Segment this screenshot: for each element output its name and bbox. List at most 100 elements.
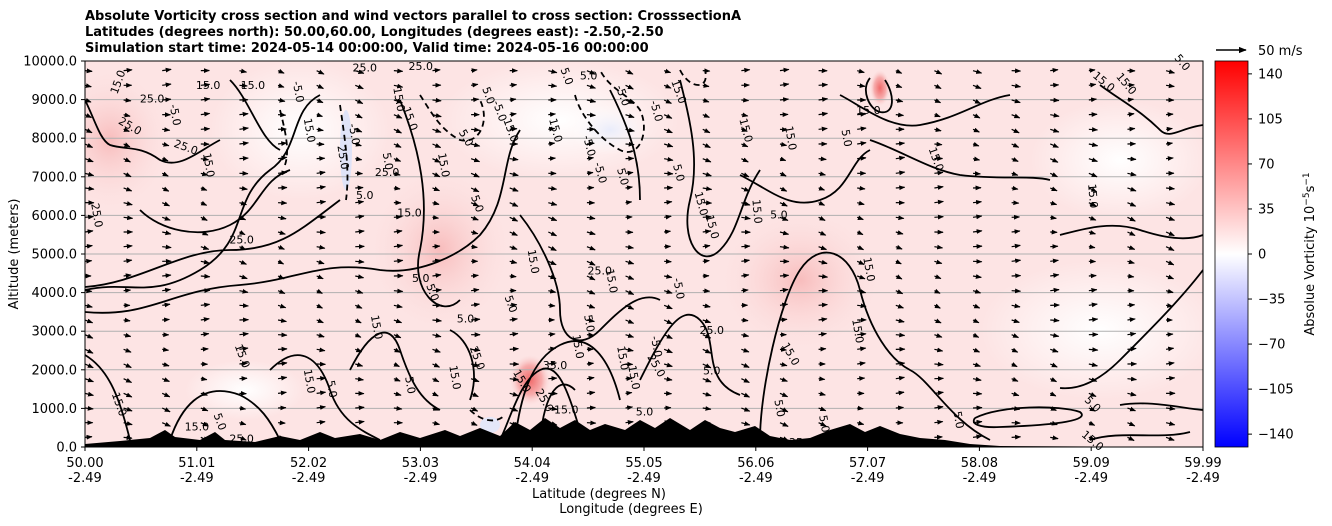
wind-vector xyxy=(586,98,597,104)
wind-vector xyxy=(972,214,983,220)
wind-vector xyxy=(895,375,905,381)
contour-label: 25.0 xyxy=(375,166,400,179)
wind-vector xyxy=(200,82,211,88)
wind-vector xyxy=(1050,258,1059,264)
wind-vector xyxy=(741,363,750,368)
wind-vector xyxy=(200,111,211,117)
wind-vector xyxy=(818,111,829,117)
wind-vector xyxy=(277,435,285,440)
wind-vector xyxy=(471,97,480,103)
contour-label: 15.0 xyxy=(1085,183,1100,209)
wind-vector xyxy=(277,259,285,265)
x-tick-label-lon: -2.49 xyxy=(68,471,102,486)
wind-vector xyxy=(239,215,247,221)
wind-vector xyxy=(702,244,711,249)
contour-label: 15.0 xyxy=(397,206,422,219)
wind-vector xyxy=(1088,435,1096,441)
wind-vector xyxy=(277,230,286,235)
contour-line xyxy=(759,251,991,441)
colorbar-tick-label: 70 xyxy=(1258,157,1275,172)
wind-vector xyxy=(509,421,518,427)
contour-label: 25.0 xyxy=(88,202,105,228)
wind-vector xyxy=(856,260,865,266)
wind-vector xyxy=(741,273,750,279)
wind-vector xyxy=(818,245,828,251)
wind-vector xyxy=(702,172,712,177)
wind-vector xyxy=(548,69,558,74)
wind-vector xyxy=(548,376,558,381)
wind-vector xyxy=(741,127,748,132)
wind-vector xyxy=(625,275,635,280)
wind-vector xyxy=(355,127,363,133)
wind-vector xyxy=(1011,288,1022,294)
wind-vector xyxy=(818,317,828,322)
wind-vector xyxy=(123,317,131,323)
wind-vector xyxy=(625,113,635,119)
wind-vector xyxy=(200,215,208,221)
wind-vector xyxy=(393,362,400,368)
wind-vector xyxy=(895,112,905,118)
wind-vector xyxy=(586,260,596,266)
wind-vector xyxy=(741,392,751,398)
wind-vector xyxy=(934,333,943,338)
wind-vector xyxy=(316,84,324,90)
wind-vector xyxy=(972,113,981,119)
contour-line xyxy=(85,354,131,441)
wind-vector xyxy=(586,435,597,441)
wind-vector xyxy=(1127,406,1137,412)
wind-vector xyxy=(741,172,750,178)
wind-vector xyxy=(355,199,365,205)
wind-vector xyxy=(586,156,595,161)
wind-vector xyxy=(664,420,671,425)
wind-vector xyxy=(85,229,94,235)
wind-vector xyxy=(586,390,596,396)
wind-vectors xyxy=(85,67,1176,442)
colorbar-label: Absolue Vorticity 10−5s−1 xyxy=(1302,172,1318,335)
wind-vector xyxy=(1165,201,1176,206)
x-tick-label-lat: 53.03 xyxy=(402,456,439,471)
wind-vector xyxy=(1050,143,1059,148)
wind-vector xyxy=(1165,346,1175,352)
wind-vector xyxy=(895,170,906,176)
wind-vector xyxy=(1165,274,1175,280)
wind-vector xyxy=(741,112,749,118)
wind-vector xyxy=(85,98,92,103)
wind-vector xyxy=(239,126,249,132)
contour-label: 25.0 xyxy=(229,432,254,445)
wind-vector xyxy=(162,244,172,250)
wind-vector xyxy=(432,273,442,278)
wind-vector xyxy=(1165,303,1174,308)
wind-vector xyxy=(162,287,172,293)
wind-vector xyxy=(857,68,865,74)
wind-vector xyxy=(1088,244,1096,250)
wind-vector xyxy=(316,199,327,205)
contour-label: 15.0 xyxy=(390,86,407,112)
contour-label: 5.0 xyxy=(412,272,430,285)
colorbar-tick-label: −70 xyxy=(1258,338,1285,353)
contour-label: 25.0 xyxy=(353,62,378,75)
wind-vector xyxy=(162,230,172,236)
wind-vector xyxy=(471,347,481,353)
wind-vector xyxy=(277,274,285,280)
wind-vector xyxy=(200,156,210,162)
colorbar-ticks: 140 105 70 35 0 −35 −70 −105 −140 xyxy=(1248,67,1294,443)
wind-vector xyxy=(85,143,94,148)
wind-vector xyxy=(702,348,712,354)
contour-line xyxy=(169,390,281,441)
wind-vector xyxy=(1127,97,1135,103)
wind-vector xyxy=(161,407,171,413)
wind-vector xyxy=(278,112,287,118)
wind-vector xyxy=(857,185,866,191)
wind-vector xyxy=(934,361,944,367)
contour-label: 25.0 xyxy=(789,436,814,449)
wind-vector xyxy=(1088,362,1098,368)
contour-label: 5.0 xyxy=(771,399,787,418)
y-tick-label: 0.0 xyxy=(56,441,77,456)
wind-vector xyxy=(277,375,288,381)
wind-vector xyxy=(779,201,788,207)
wind-vector xyxy=(779,377,788,382)
wind-vector xyxy=(316,376,327,381)
contour-label: 15.0 xyxy=(703,213,722,240)
wind-vector xyxy=(162,67,172,73)
x-axis: 50.00-2.4951.01-2.4952.02-2.4953.03-2.49… xyxy=(66,447,1222,486)
